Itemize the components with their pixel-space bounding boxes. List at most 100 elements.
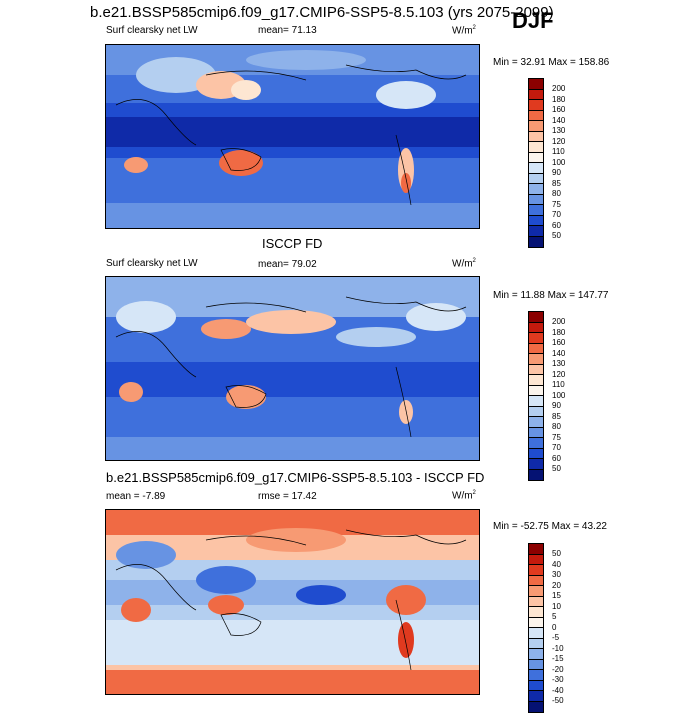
colorbar-tick-label: 90 — [552, 168, 561, 177]
colorbar-tick-label: -20 — [552, 664, 564, 674]
colorbar-segment — [529, 110, 543, 121]
panel-1-units: W/m2 — [452, 25, 476, 37]
colorbar-segment — [529, 385, 543, 396]
colorbar-segment — [529, 89, 543, 100]
colorbar-tick-label: 30 — [552, 570, 561, 579]
colorbar-segment — [529, 427, 543, 438]
colorbar-tick-label: -30 — [552, 675, 564, 684]
colorbar-tick-label: 60 — [552, 453, 561, 463]
panel-1-variable: Surf clearsky net LW — [106, 25, 198, 36]
colorbar-tick-label: 110 — [552, 380, 565, 389]
colorbar-tick-label: 10 — [552, 601, 561, 611]
colorbar-segment — [529, 649, 543, 660]
panel-3-title: b.e21.BSSP585cmip6.f09_g17.CMIP6-SSP5-8.… — [106, 470, 485, 485]
colorbar-tick-label: 0 — [552, 622, 557, 632]
panel-1-minmax: Min = 32.91 Max = 158.86 — [493, 57, 610, 68]
colorbar-segment — [529, 173, 543, 184]
colorbar-tick-label: 80 — [552, 189, 561, 198]
colorbar-segment — [529, 417, 543, 428]
panel-3-colorbar — [528, 543, 544, 713]
colorbar-tick-label: 100 — [552, 157, 566, 167]
panel-2-variable: Surf clearsky net LW — [106, 258, 198, 269]
colorbar-tick-label: 85 — [552, 178, 561, 188]
colorbar-tick-label: -50 — [552, 696, 564, 705]
colorbar-segment — [529, 343, 543, 354]
colorbar-segment — [529, 322, 543, 333]
colorbar-segment — [529, 152, 543, 163]
colorbar-tick-label: 60 — [552, 220, 561, 230]
colorbar-tick-label: 140 — [552, 115, 566, 125]
colorbar-segment — [529, 163, 543, 174]
colorbar-tick-label: 50 — [552, 549, 561, 558]
colorbar-tick-label: 200 — [552, 317, 566, 326]
colorbar-segment — [529, 205, 543, 216]
colorbar-tick-label: 110 — [552, 147, 565, 156]
colorbar-segment — [529, 312, 543, 323]
colorbar-segment — [529, 131, 543, 142]
colorbar-segment — [529, 236, 543, 247]
colorbar-segment — [529, 354, 543, 365]
colorbar-segment — [529, 586, 543, 597]
panel-1-colorbar — [528, 78, 544, 248]
panel-1-title: b.e21.BSSP585cmip6.f09_g17.CMIP6-SSP5-8.… — [90, 4, 554, 21]
colorbar-segment — [529, 100, 543, 111]
colorbar-segment — [529, 406, 543, 417]
colorbar-tick-label: 180 — [552, 327, 566, 337]
colorbar-tick-label: 75 — [552, 199, 561, 209]
colorbar-segment — [529, 121, 543, 132]
panel-3-rmse: rmse = 17.42 — [258, 491, 317, 502]
colorbar-segment — [529, 184, 543, 195]
colorbar-segment — [529, 469, 543, 480]
panel-3-map — [105, 509, 480, 695]
panel-3-colorbar-labels: 50 40 30 20 15 10 5 0 -5 -10 -15 -20 -30 -40 -50 — [552, 549, 564, 707]
colorbar-tick-label: 120 — [552, 136, 566, 146]
colorbar-tick-label: 20 — [552, 580, 561, 590]
colorbar-segment — [529, 670, 543, 681]
panel-2-units: W/m2 — [452, 258, 476, 270]
colorbar-tick-label: 140 — [552, 348, 566, 358]
colorbar-tick-label: 160 — [552, 105, 566, 114]
colorbar-segment — [529, 142, 543, 153]
colorbar-segment — [529, 638, 543, 649]
colorbar-tick-label: 160 — [552, 338, 566, 347]
panel-2-title: ISCCP FD — [262, 236, 323, 251]
colorbar-segment — [529, 607, 543, 618]
colorbar-segment — [529, 544, 543, 555]
colorbar-segment — [529, 364, 543, 375]
panel-2-mean: mean= 79.02 — [258, 259, 317, 270]
colorbar-tick-label: 90 — [552, 401, 561, 410]
colorbar-segment — [529, 226, 543, 237]
colorbar-tick-label: 120 — [552, 369, 566, 379]
colorbar-segment — [529, 79, 543, 90]
colorbar-tick-label: 50 — [552, 231, 561, 240]
colorbar-segment — [529, 375, 543, 386]
colorbar-segment — [529, 438, 543, 449]
colorbar-tick-label: 130 — [552, 359, 566, 368]
colorbar-segment — [529, 628, 543, 639]
colorbar-tick-label: -40 — [552, 685, 564, 695]
colorbar-segment — [529, 194, 543, 205]
colorbar-tick-label: 70 — [552, 210, 561, 219]
panel-3-mean: mean = -7.89 — [106, 491, 166, 502]
panel-2-colorbar-labels: 200 180 160 140 130 120 110 100 90 85 80 75 70 60 50 — [552, 317, 565, 475]
colorbar-tick-label: 70 — [552, 443, 561, 452]
colorbar-segment — [529, 659, 543, 670]
colorbar-segment — [529, 575, 543, 586]
colorbar-segment — [529, 596, 543, 607]
colorbar-tick-label: 40 — [552, 559, 561, 569]
colorbar-tick-label: 180 — [552, 94, 566, 104]
colorbar-segment — [529, 617, 543, 628]
panel-2-map — [105, 276, 480, 461]
colorbar-segment — [529, 215, 543, 226]
panel-1-colorbar-labels: 200 180 160 140 130 120 110 100 90 85 80 75 70 60 50 — [552, 84, 565, 242]
panel-3-units: W/m2 — [452, 490, 476, 502]
panel-1-map — [105, 44, 480, 229]
panel-1-mean: mean= 71.13 — [258, 25, 317, 36]
colorbar-segment — [529, 459, 543, 470]
colorbar-segment — [529, 680, 543, 691]
panel-2-minmax: Min = 11.88 Max = 147.77 — [493, 290, 609, 301]
colorbar-tick-label: 130 — [552, 126, 566, 135]
colorbar-tick-label: 15 — [552, 591, 561, 600]
colorbar-segment — [529, 333, 543, 344]
colorbar-tick-label: 100 — [552, 390, 566, 400]
